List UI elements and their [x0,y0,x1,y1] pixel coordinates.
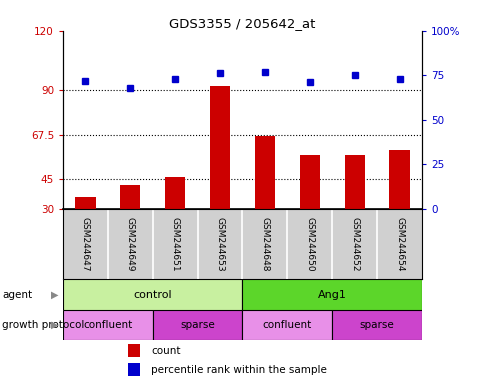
Text: GSM244654: GSM244654 [394,217,403,271]
Bar [120,185,140,209]
Bar [127,344,140,357]
Bar [332,310,421,340]
Text: confluent: confluent [83,320,132,330]
Bar [165,177,185,209]
Text: sparse: sparse [359,320,393,330]
Text: GSM244651: GSM244651 [170,217,180,271]
Text: GSM244647: GSM244647 [81,217,90,271]
Text: count: count [151,346,180,356]
Bar [152,310,242,340]
Bar [127,363,140,376]
Text: growth protocol: growth protocol [2,320,85,330]
Bar [254,136,274,209]
Bar [242,310,332,340]
Bar [210,86,230,209]
Text: confluent: confluent [262,320,311,330]
Text: GSM244649: GSM244649 [125,217,135,271]
Bar [242,279,421,310]
Text: percentile rank within the sample: percentile rank within the sample [151,365,326,375]
Bar [389,149,409,209]
Text: control: control [133,290,172,300]
Text: Ang1: Ang1 [317,290,346,300]
Text: ▶: ▶ [51,320,58,330]
Text: agent: agent [2,290,32,300]
Text: GSM244648: GSM244648 [260,217,269,271]
Title: GDS3355 / 205642_at: GDS3355 / 205642_at [169,17,315,30]
Bar [63,279,242,310]
Text: ▶: ▶ [51,290,58,300]
Text: GSM244650: GSM244650 [304,217,314,271]
Text: sparse: sparse [180,320,214,330]
Bar [344,156,364,209]
Text: GSM244652: GSM244652 [349,217,359,271]
Bar [299,156,319,209]
Bar [75,197,95,209]
Bar [63,310,152,340]
Text: GSM244653: GSM244653 [215,217,224,271]
